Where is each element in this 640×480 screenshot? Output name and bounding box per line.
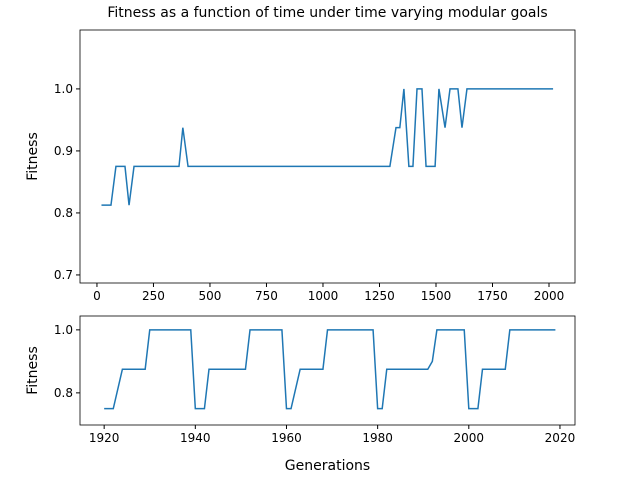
x-axis-label: Generations xyxy=(285,458,370,474)
x-tick-label: 500 xyxy=(199,289,222,303)
x-tick-label: 2000 xyxy=(454,431,485,445)
x-tick-label: 1000 xyxy=(308,289,339,303)
x-tick-label: 1920 xyxy=(89,431,120,445)
axes-frame xyxy=(79,315,576,426)
x-tick-label: 1750 xyxy=(477,289,508,303)
chart-title: Fitness as a function of time under time… xyxy=(107,5,547,21)
y-tick-label: 0.7 xyxy=(54,268,73,282)
axes-frame xyxy=(79,29,576,284)
x-tick-label: 2020 xyxy=(545,431,576,445)
y-axis-label: Fitness xyxy=(25,132,41,181)
x-tick-label: 1940 xyxy=(180,431,211,445)
x-tick-label: 1500 xyxy=(421,289,452,303)
data-line xyxy=(101,88,554,206)
y-tick-label: 0.8 xyxy=(54,386,73,400)
y-tick-label: 0.9 xyxy=(54,144,73,158)
x-tick-label: 1250 xyxy=(364,289,395,303)
x-tick-label: 1980 xyxy=(362,431,393,445)
x-tick-label: 1960 xyxy=(271,431,302,445)
x-tick-label: 250 xyxy=(142,289,165,303)
y-tick-label: 1.0 xyxy=(54,82,73,96)
y-tick-label: 0.8 xyxy=(54,206,73,220)
data-line xyxy=(104,329,556,410)
y-tick-label: 1.0 xyxy=(54,323,73,337)
x-tick-label: 0 xyxy=(93,289,101,303)
x-tick-label: 750 xyxy=(255,289,278,303)
x-tick-label: 2000 xyxy=(534,289,565,303)
y-axis-label: Fitness xyxy=(25,346,41,395)
